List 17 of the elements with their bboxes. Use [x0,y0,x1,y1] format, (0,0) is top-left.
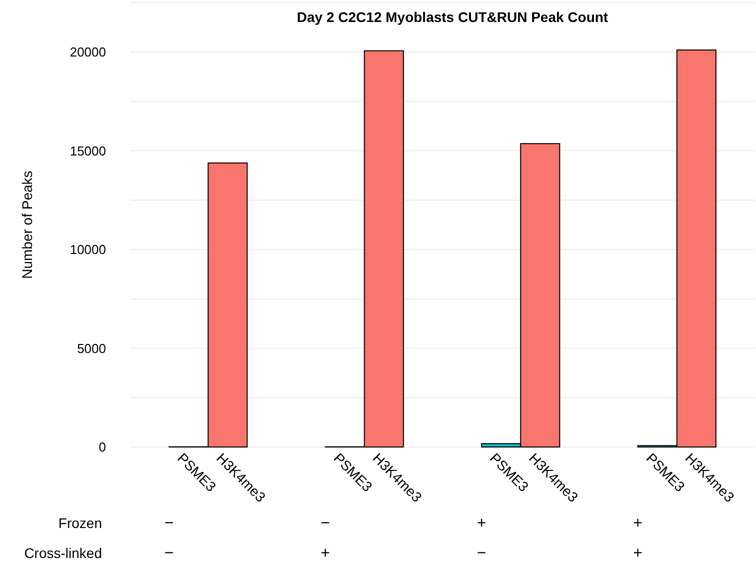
text: − [320,515,330,532]
text: + [476,515,486,532]
y-tick-label: 0 [98,440,106,455]
text: Frozen [58,515,102,531]
text: Day 2 C2C12 Myoblasts CUT&RUN Peak Count [296,9,608,25]
y-tick-label: 5000 [77,340,106,356]
text: + [633,545,642,562]
text: + [633,515,642,532]
text: − [164,515,174,532]
text: − [476,545,486,562]
text: − [164,545,174,562]
y-axis-title: Number of Peaks [19,170,35,279]
y-tick-label: 15000 [70,143,106,158]
y-tick-label: 20000 [70,44,106,60]
text: Cross-linked [24,545,102,561]
text: + [320,545,330,562]
y-tick-label: 10000 [70,242,106,258]
